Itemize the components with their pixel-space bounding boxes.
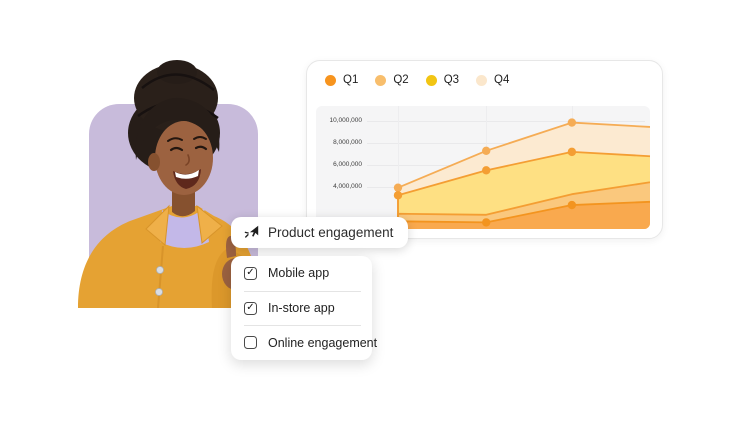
checkbox[interactable]: ✓ — [244, 266, 257, 280]
tooltip-label: Product engagement — [268, 225, 394, 240]
legend-label-q2: Q2 — [393, 74, 409, 86]
shirt — [160, 208, 209, 248]
legend-item-q4[interactable]: Q4 — [476, 74, 509, 86]
gridline — [367, 121, 645, 122]
dot-q1-2[interactable] — [567, 200, 577, 210]
legend-item-q1[interactable]: Q1 — [325, 74, 358, 86]
dot-q4-2[interactable] — [567, 118, 577, 127]
legend-dot-q1-icon — [325, 74, 336, 86]
filter-row-online-engagement[interactable]: Online engagement — [231, 325, 377, 360]
dot-q3-0[interactable] — [393, 191, 403, 200]
y-axis-tick: 8,000,000 — [333, 139, 362, 146]
dot-q3-2[interactable] — [567, 147, 577, 157]
checkbox[interactable]: ✓ — [244, 301, 257, 315]
legend-label-q1: Q1 — [343, 74, 359, 86]
dot-q4-1[interactable] — [482, 146, 491, 155]
chart-plot-area: 10,000,000 8,000,000 6,000,000 4,000,000 — [316, 106, 650, 229]
dot-q4-0[interactable] — [393, 183, 403, 192]
y-axis-tick: 10,000,000 — [329, 117, 362, 124]
legend-dot-q4-icon — [476, 74, 488, 86]
legend-dot-q2-icon — [375, 74, 387, 86]
filter-label: Mobile app — [268, 266, 330, 281]
dot-q1-1[interactable] — [482, 218, 491, 227]
dot-q3-1[interactable] — [482, 166, 491, 175]
filter-row-mobile-app[interactable]: ✓ Mobile app — [231, 256, 372, 291]
gridline — [398, 106, 399, 229]
legend-item-q2[interactable]: Q2 — [375, 74, 409, 86]
product-engagement-tooltip[interactable]: Product engagement — [231, 217, 409, 248]
chart-legend: Q1 Q2 Q3 Q4 — [325, 74, 509, 86]
y-axis-tick: 6,000,000 — [333, 161, 362, 168]
area-chart-svg — [393, 118, 650, 229]
legend-dot-q3-icon — [425, 74, 437, 86]
legend-item-q3[interactable]: Q3 — [425, 74, 460, 86]
engagement-filter-panel: ✓ Mobile app ✓ In-store app Online engag… — [231, 256, 377, 360]
legend-label-q4: Q4 — [494, 74, 510, 86]
y-axis-tick: 4,000,000 — [333, 183, 362, 190]
legend-label-q3: Q3 — [443, 74, 460, 86]
checkbox[interactable] — [244, 336, 257, 350]
filter-label: Online engagement — [268, 335, 378, 350]
filter-row-in-store-app[interactable]: ✓ In-store app — [231, 290, 372, 326]
engagement-chart-card: Q1 Q2 Q3 Q4 10,000,000 8,000,000 6,000,0… — [306, 60, 663, 239]
target-cursor-icon — [244, 225, 259, 238]
filter-label: In-store app — [268, 301, 335, 315]
